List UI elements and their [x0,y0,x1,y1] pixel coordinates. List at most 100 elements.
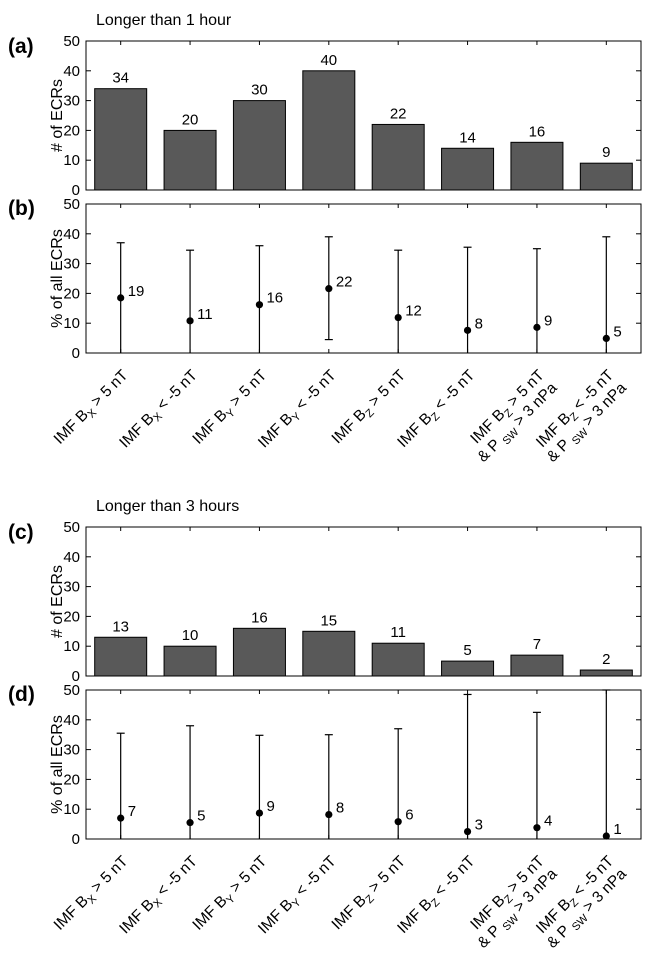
section1-title: Longer than 1 hour [96,12,232,29]
category-label-text: > 5 nT [85,366,132,413]
point-value-label: 1 [613,821,621,838]
category-label-text: < -5 nT [151,852,201,902]
bar [579,669,633,677]
data-point [394,818,402,826]
point-value-label: 9 [266,798,274,815]
panel-d: (d) 0 10 20 30 40 50 % of all ECRs 7 5 9 8 6 3 4 1 [8,682,642,848]
point-value-label: 9 [544,312,552,329]
y-tick-label: 30 [63,579,80,596]
y-tick-label: 30 [63,742,80,759]
data-point [255,809,264,817]
category-label-text: > 5 nT [363,852,410,899]
bar-value-label: 10 [182,627,199,644]
data-point [186,317,194,325]
bar [302,630,356,677]
bar-value-label: 16 [529,123,546,140]
bar-value-label: 34 [112,70,129,87]
bar [510,141,564,191]
bar-value-label: 40 [320,52,337,69]
category-label-text: < -5 nT [290,852,340,902]
y-axis-label: % of all ECRs [49,715,66,814]
data-point [533,824,541,832]
data-point [533,323,541,331]
panel-label-c: (c) [8,521,34,544]
bar-value-label: 30 [251,82,268,99]
bar-value-label: 15 [320,612,337,629]
point-value-label: 7 [128,803,136,820]
data-point [186,819,194,827]
y-tick-label: 40 [63,712,80,729]
y-tick-label: 20 [63,771,80,788]
bar-value-label: 2 [602,651,610,668]
category-label-text: < -5 nT [428,366,478,416]
y-tick-label: 20 [63,122,80,139]
bar-value-label: 22 [390,105,407,122]
category-label-text: < -5 nT [428,852,478,902]
category-label-text: > 5 nT [224,852,271,899]
bar [510,654,564,677]
y-tick-label: 20 [63,285,80,302]
y-tick-label: 20 [63,608,80,625]
section2-title: Longer than 3 hours [96,498,239,515]
data-point [117,294,125,302]
bar-value-label: 11 [390,624,406,641]
y-tick-label: 10 [63,315,80,332]
bar [371,642,425,677]
bar-value-label: 14 [459,129,476,146]
y-tick-label: 50 [63,519,80,536]
bar [579,162,633,191]
panel-b: (b) 0 10 20 30 40 50 % of all ECRs 19 11 16 22 12 8 9… [8,196,642,362]
y-tick-label: 0 [72,668,80,685]
data-point [602,832,610,840]
panel-label-b: (b) [8,197,35,220]
plot-frame [85,203,642,354]
data-point [255,301,264,309]
bar-value-label: 7 [533,636,541,653]
plot-frame [85,689,642,840]
bar [232,100,286,191]
y-tick-label: 40 [63,226,80,243]
bar [302,70,356,191]
plot-frame [85,526,642,677]
y-tick-label: 40 [63,549,80,566]
point-value-label: 12 [405,303,422,320]
y-tick-label: 50 [63,33,80,50]
data-point [463,827,472,836]
y-tick-label: 0 [72,831,80,848]
panel-a: (a) 0 10 20 30 40 50 # of ECRs 34 20 30 40 22 14 16 9 [8,33,642,199]
bar-value-label: 13 [112,618,129,635]
y-tick-label: 50 [63,196,80,213]
y-tick-label: 0 [72,182,80,199]
bar-value-label: 20 [182,111,199,128]
bar [232,627,286,677]
category-label-text: > 5 nT [85,852,132,899]
bar [94,636,148,677]
point-value-label: 4 [544,813,552,830]
category-label-text: < -5 nT [290,366,340,416]
point-value-label: 8 [336,800,344,817]
plot-frame [85,40,642,191]
point-value-label: 5 [613,323,621,340]
y-axis-label: # of ECRs [49,565,66,638]
bar [163,129,217,191]
category-label-text: > 5 nT [363,366,410,413]
panel-label-d: (d) [8,683,35,706]
y-tick-label: 10 [63,801,80,818]
bar [163,645,217,677]
point-value-label: 16 [266,290,283,307]
y-tick-label: 30 [63,256,80,273]
bar [441,147,495,191]
bar [371,123,425,191]
y-axis-label: % of all ECRs [49,229,66,328]
y-tick-label: 50 [63,682,80,699]
data-point [394,313,402,322]
bar [441,660,495,677]
y-tick-label: 10 [63,152,80,169]
y-tick-label: 10 [63,638,80,655]
data-point [117,814,125,822]
bar-value-label: 9 [602,144,610,161]
point-value-label: 6 [405,807,413,824]
point-value-label: 22 [336,274,353,291]
